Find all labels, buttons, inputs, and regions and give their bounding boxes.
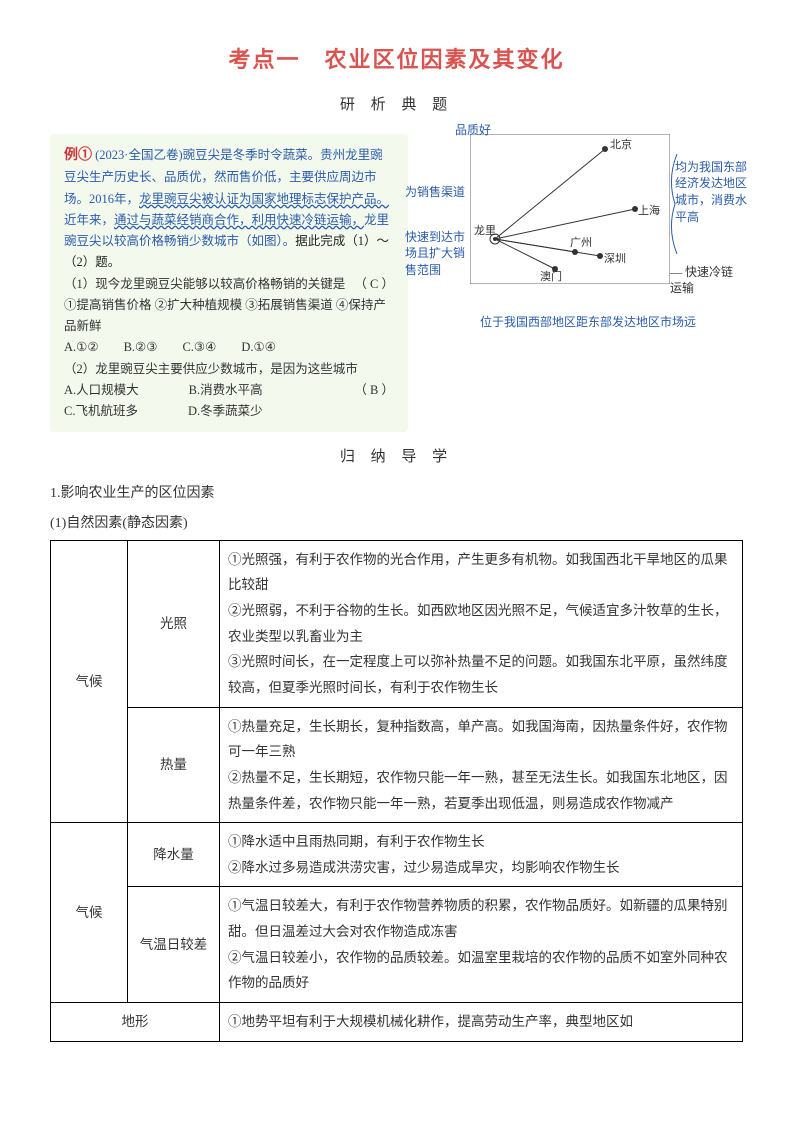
- example-num: ①: [78, 148, 92, 163]
- cell-heat: 热量: [128, 707, 220, 823]
- q2-choices-row1: A.人口规模大 B.消费水平高: [64, 380, 394, 401]
- city-shenzhen: 深圳: [604, 252, 626, 265]
- q2-answer: （ B ）: [354, 380, 394, 401]
- example-underline-1: 龙里豌豆尖被认证为国家地理标志保护产品。: [139, 192, 389, 206]
- example-underline-2: 通过与蔬菜经销商合作，利用快速冷链运输，: [114, 213, 364, 227]
- map-diagram: 龙里 北京 上海 广州 深圳 澳门: [470, 134, 670, 284]
- cell-terrain-desc: ①地势平坦有利于大规模机械化耕作，提高劳动生产率，典型地区如: [220, 1003, 743, 1042]
- q2-text: （2）龙里豌豆尖主要供应少数城市，是因为这些城市: [64, 362, 358, 376]
- city-aomen: 澳门: [540, 269, 562, 283]
- annotation-4: 快速到达市场且扩大销售范围: [405, 229, 465, 279]
- q1-text: （1）现今龙里豌豆尖能够以较高价格畅销的关键是: [64, 277, 345, 291]
- example-label: 例: [64, 148, 78, 163]
- q1-answer: （ C ）: [354, 274, 394, 295]
- annotation-3: 均为我国东部经济发达地区城市，消费水平高: [675, 159, 755, 226]
- example-mid: 近年来，: [64, 213, 114, 227]
- question-2: （2）龙里豌豆尖主要供应少数城市，是因为这些城市 （ B ）: [64, 359, 394, 380]
- q1-choices: A.①② B.②③ C.③④ D.①④: [64, 337, 394, 358]
- body-heading-2: (1)自然因素(静态因素): [50, 511, 743, 536]
- annotation-2: 为销售渠道: [405, 184, 465, 201]
- brace-icon: [665, 154, 679, 254]
- factors-table: 气候 光照 ①光照强，有利于农作物的光合作用，产生更多有机物。如我国西北干旱地区…: [50, 540, 743, 1042]
- cell-rain-desc: ①降水适中且雨热同期，有利于农作物生长 ②降水过多易造成洪涝灾害，过少易造成旱灾…: [220, 823, 743, 887]
- city-beijing: 北京: [610, 137, 632, 151]
- example-box: 例① (2023·全国乙卷)豌豆尖是冬季时令蔬菜。贵州龙里豌豆尖生产历史长、品质…: [50, 134, 408, 433]
- annotation-1: 品质好: [455, 122, 491, 139]
- table-row: 气温日较差 ①气温日较差大，有利于农作物营养物质的积累，农作物品质好。如新疆的瓜…: [51, 887, 743, 1003]
- example-source: (2023·全国乙卷): [95, 148, 183, 162]
- table-row: 气候 光照 ①光照强，有利于农作物的光合作用，产生更多有机物。如我国西北干旱地区…: [51, 540, 743, 707]
- city-shanghai: 上海: [638, 203, 660, 217]
- page-title: 考点一 农业区位因素及其变化: [50, 40, 743, 80]
- example-region: 例① (2023·全国乙卷)豌豆尖是冬季时令蔬菜。贵州龙里豌豆尖生产历史长、品质…: [50, 134, 743, 433]
- cell-temp-range: 气温日较差: [128, 887, 220, 1003]
- table-row: 气候 降水量 ①降水适中且雨热同期，有利于农作物生长 ②降水过多易造成洪涝灾害，…: [51, 823, 743, 887]
- cell-climate-2: 气候: [51, 823, 128, 1003]
- annotation-5: 位于我国西部地区距东部发达地区市场远: [480, 314, 700, 331]
- cell-light-desc: ①光照强，有利于农作物的光合作用，产生更多有机物。如我国西北干旱地区的瓜果比较甜…: [220, 540, 743, 707]
- table-row: 地形 ①地势平坦有利于大规模机械化耕作，提高劳动生产率，典型地区如: [51, 1003, 743, 1042]
- body-heading-1: 1.影响农业生产的区位因素: [50, 481, 743, 506]
- city-guangzhou: 广州: [570, 236, 592, 249]
- cell-heat-desc: ①热量充足，生长期长，复种指数高，单产高。如我国海南，因热量条件好，农作物可一年…: [220, 707, 743, 823]
- cell-terrain: 地形: [51, 1003, 220, 1042]
- cell-climate-1: 气候: [51, 540, 128, 822]
- cell-light: 光照: [128, 540, 220, 707]
- section-subtitle-1: 研 析 典 题: [50, 92, 743, 119]
- table-row: 热量 ①热量充足，生长期长，复种指数高，单产高。如我国海南，因热量条件好，农作物…: [51, 707, 743, 823]
- city-longli: 龙里: [474, 224, 496, 237]
- cell-temp-range-desc: ①气温日较差大，有利于农作物营养物质的积累，农作物品质好。如新疆的瓜果特别甜。但…: [220, 887, 743, 1003]
- legend-text: — 快速冷链运输: [670, 264, 740, 298]
- question-1: （1）现今龙里豌豆尖能够以较高价格畅销的关键是 （ C ）: [64, 274, 394, 295]
- cell-rain: 降水量: [128, 823, 220, 887]
- q1-options: ①提高销售价格 ②扩大种植规模 ③拓展销售渠道 ④保持产品新鲜: [64, 295, 394, 338]
- q2-choices-row2: C.飞机航班多 D.冬季蔬菜少: [64, 401, 394, 422]
- section-subtitle-2: 归 纳 导 学: [50, 444, 743, 471]
